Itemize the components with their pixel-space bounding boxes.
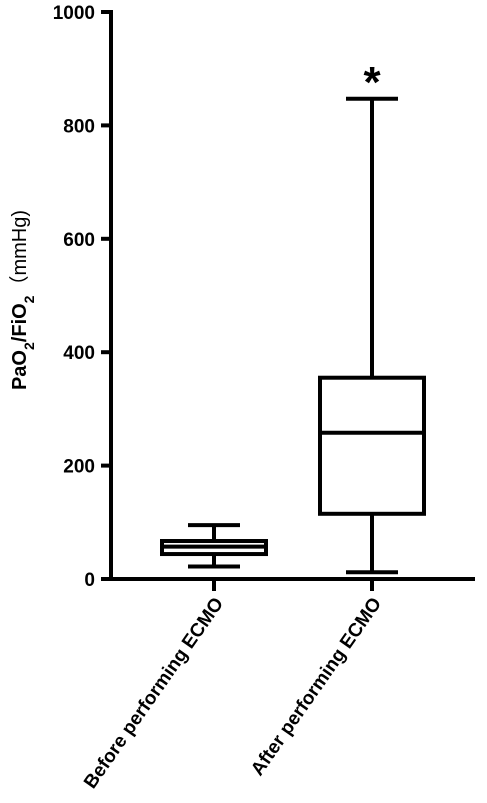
iqr-box <box>318 375 426 516</box>
y-tick-label: 1000 <box>53 3 95 24</box>
box-group-1: * <box>318 58 426 575</box>
y-label-unit: （mmHg) <box>8 210 31 296</box>
significance-asterisk: * <box>363 58 381 107</box>
y-axis-label: PaO2/FiO2（mmHg) <box>8 210 37 390</box>
box-plots: * <box>160 58 426 575</box>
category-label: After performing ECMO <box>247 594 386 780</box>
y-label-sub1: 2 <box>21 342 37 350</box>
y-label-sub2: 2 <box>21 295 37 303</box>
y-tick-label: 200 <box>63 457 95 478</box>
y-tick-label: 400 <box>63 343 95 364</box>
y-axis-ticks: 0 200 400 600 800 1000 <box>53 3 111 591</box>
x-axis-ticks: Before performing ECMO After performing E… <box>80 579 386 793</box>
category-label: Before performing ECMO <box>80 594 228 793</box>
y-tick-label: 600 <box>63 230 95 251</box>
y-label-main: PaO <box>9 350 31 390</box>
y-tick-label: 0 <box>84 570 95 591</box>
y-tick-label: 800 <box>63 116 95 137</box>
y-label-mid: /FiO <box>9 303 31 342</box>
box-group-0 <box>160 523 268 569</box>
